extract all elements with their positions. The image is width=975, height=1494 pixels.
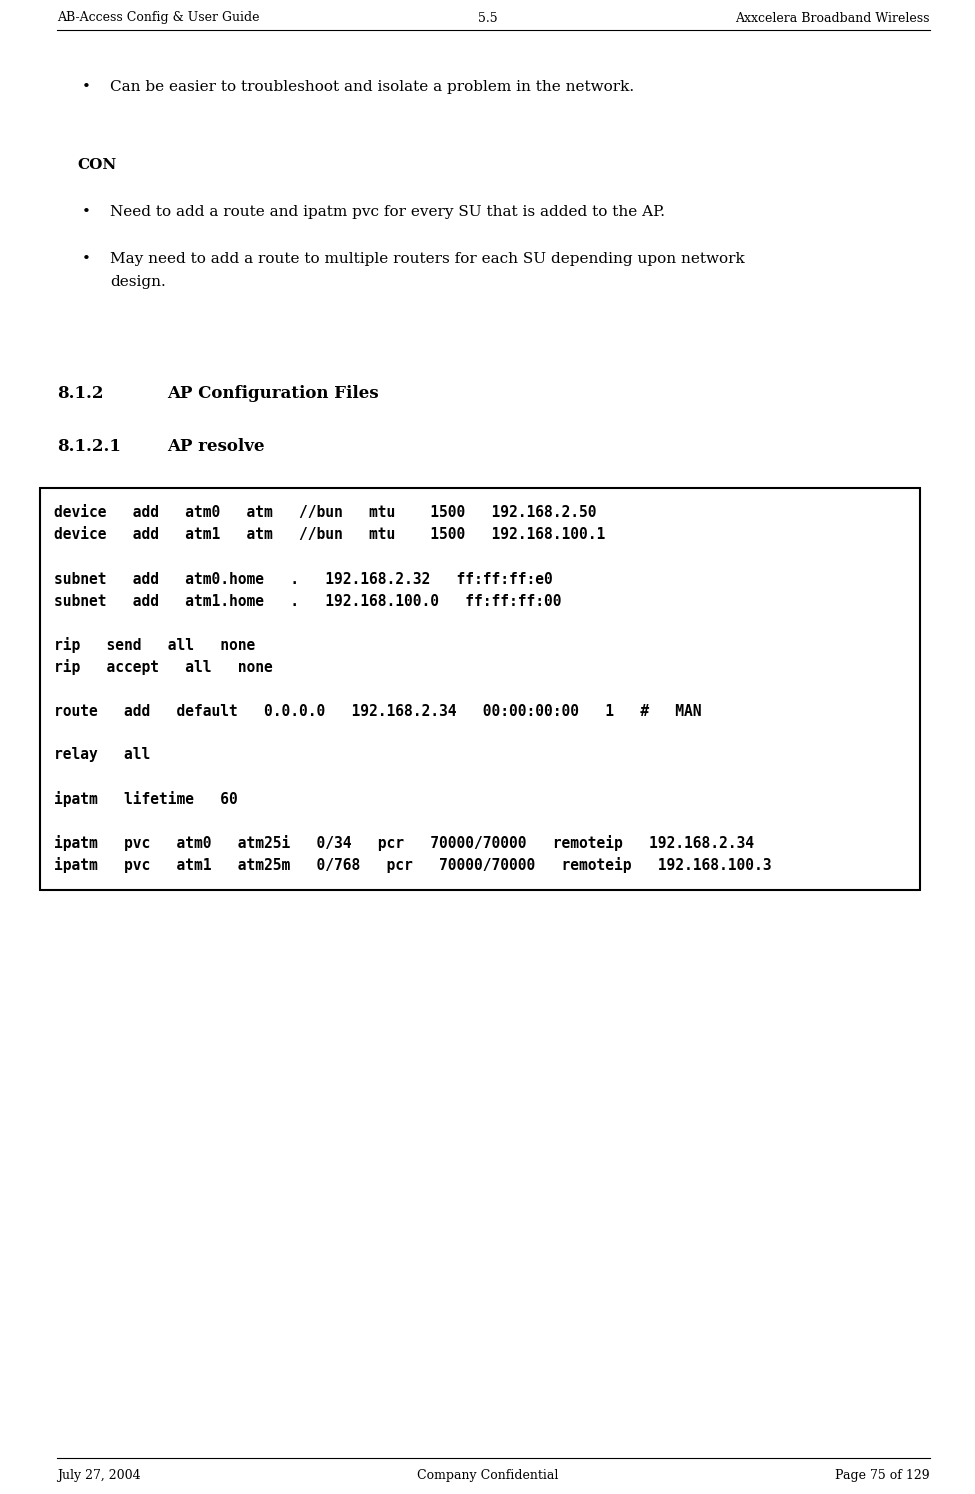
Text: •: •	[82, 252, 91, 266]
Text: subnet   add   atm0.home   .   192.168.2.32   ff:ff:ff:e0: subnet add atm0.home . 192.168.2.32 ff:f…	[54, 572, 553, 587]
Text: ipatm   pvc   atm1   atm25m   0/768   pcr   70000/70000   remoteip   192.168.100: ipatm pvc atm1 atm25m 0/768 pcr 70000/70…	[54, 858, 771, 872]
Text: 8.1.2.1: 8.1.2.1	[57, 438, 121, 456]
Text: route   add   default   0.0.0.0   192.168.2.34   00:00:00:00   1   #   MAN: route add default 0.0.0.0 192.168.2.34 0…	[54, 704, 701, 719]
Text: AB-Access Config & User Guide: AB-Access Config & User Guide	[57, 12, 259, 24]
Text: rip   accept   all   none: rip accept all none	[54, 659, 273, 675]
Text: subnet   add   atm1.home   .   192.168.100.0   ff:ff:ff:00: subnet add atm1.home . 192.168.100.0 ff:…	[54, 593, 562, 608]
Text: AP resolve: AP resolve	[167, 438, 264, 456]
Text: Can be easier to troubleshoot and isolate a problem in the network.: Can be easier to troubleshoot and isolat…	[110, 81, 634, 94]
Text: Need to add a route and ipatm pvc for every SU that is added to the AP.: Need to add a route and ipatm pvc for ev…	[110, 205, 665, 220]
Text: relay   all: relay all	[54, 747, 150, 762]
Text: •: •	[82, 205, 91, 220]
Text: ipatm   lifetime   60: ipatm lifetime 60	[54, 790, 238, 807]
Text: 8.1.2: 8.1.2	[57, 385, 103, 402]
Text: device   add   atm0   atm   //bun   mtu    1500   192.168.2.50: device add atm0 atm //bun mtu 1500 192.1…	[54, 505, 597, 520]
Text: AP Configuration Files: AP Configuration Files	[167, 385, 378, 402]
Text: Page 75 of 129: Page 75 of 129	[836, 1470, 930, 1482]
Text: design.: design.	[110, 275, 166, 288]
Text: July 27, 2004: July 27, 2004	[57, 1470, 140, 1482]
Text: Axxcelera Broadband Wireless: Axxcelera Broadband Wireless	[735, 12, 930, 24]
Text: 5.5: 5.5	[478, 12, 497, 24]
Text: rip   send   all   none: rip send all none	[54, 636, 255, 653]
Text: Company Confidential: Company Confidential	[417, 1470, 558, 1482]
Text: •: •	[82, 81, 91, 94]
Text: ipatm   pvc   atm0   atm25i   0/34   pcr   70000/70000   remoteip   192.168.2.34: ipatm pvc atm0 atm25i 0/34 pcr 70000/700…	[54, 835, 754, 852]
Bar	[40, 489, 920, 890]
Text: CON: CON	[77, 158, 116, 172]
Text: May need to add a route to multiple routers for each SU depending upon network: May need to add a route to multiple rout…	[110, 252, 745, 266]
Text: device   add   atm1   atm   //bun   mtu    1500   192.168.100.1: device add atm1 atm //bun mtu 1500 192.1…	[54, 527, 605, 542]
